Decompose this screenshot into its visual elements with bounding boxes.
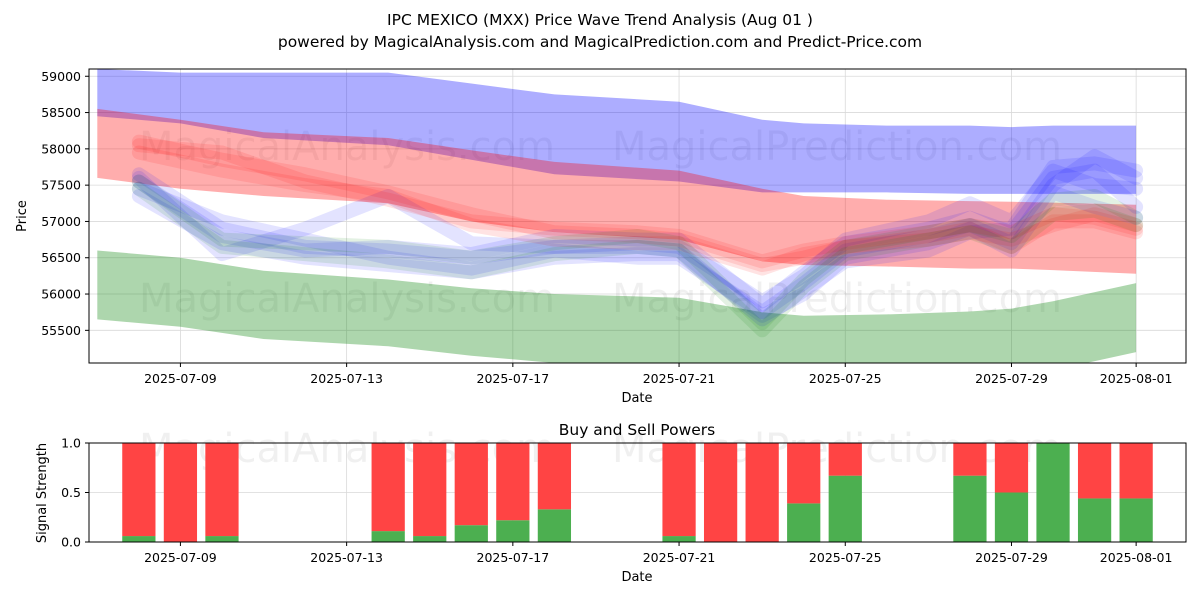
red-wave-line: [131, 145, 1144, 276]
buy-power-bar: [662, 536, 696, 542]
main-y-ticks: 55500 56000 56500 57000 57500 58000 58500 59000: [41, 69, 89, 338]
bottom-x-tick-label: 2025-07-25: [809, 550, 882, 565]
watermark-analysis-top: MagicalAnalysis.com: [139, 124, 555, 170]
buy-power-bar: [537, 509, 572, 542]
main-x-axis-label: Date: [621, 391, 652, 406]
main-x-ticks: 2025-07-09 2025-07-13 2025-07-17 2025-07-21…: [144, 363, 1172, 386]
sell-power-bar: [413, 443, 447, 537]
main-y-tick-label: 55500: [41, 323, 81, 338]
power-bars: [122, 443, 1153, 542]
blue-wave-line: [131, 156, 1144, 327]
main-x-tick-label: 2025-07-29: [975, 371, 1048, 386]
watermark-analysis-bottom: MagicalAnalysis.com: [139, 426, 555, 472]
buy-power-bar: [371, 531, 405, 542]
watermark-prediction-mid: MagicalPrediction.com: [612, 276, 1062, 322]
blue-wave-line: [131, 163, 1144, 312]
buy-power-bar: [205, 536, 239, 542]
sell-power-bar: [1077, 443, 1112, 499]
sell-power-bar: [496, 443, 530, 521]
blue-wave-line: [131, 149, 1144, 320]
sell-power-bar: [787, 443, 821, 504]
buy-power-bar: [953, 475, 987, 542]
bottom-x-tick-label: 2025-07-17: [477, 550, 550, 565]
price-waves: [131, 134, 1144, 338]
main-plot-frame: [88, 68, 1187, 364]
sell-power-bar: [205, 443, 239, 537]
sell-power-bar: [745, 443, 779, 542]
main-y-tick-label: 58000: [41, 141, 81, 156]
buy-power-bar: [1036, 443, 1070, 542]
bottom-y-tick-label: 0.0: [61, 535, 81, 550]
main-y-tick-label: 57500: [41, 178, 81, 193]
sell-power-bar: [994, 443, 1029, 493]
blue-band: [97, 69, 1137, 194]
bottom-x-tick-label: 2025-07-13: [310, 550, 383, 565]
bottom-x-tick-label: 2025-07-21: [643, 550, 716, 565]
main-x-tick-label: 2025-07-09: [144, 371, 217, 386]
green-wave-line: [131, 174, 1144, 331]
green-band: [97, 250, 1137, 363]
sell-power-bar: [371, 443, 405, 532]
chart-title: IPC MEXICO (MXX) Price Wave Trend Analys…: [387, 11, 813, 29]
watermark-prediction-top: MagicalPrediction.com: [612, 124, 1062, 170]
buy-power-bar: [122, 536, 156, 542]
red-wave-line: [131, 134, 1144, 272]
main-grid: [89, 69, 1186, 363]
sell-power-bar: [1119, 443, 1153, 499]
buy-power-bar: [994, 492, 1029, 542]
red-band: [97, 108, 1137, 274]
blue-wave-line: [131, 163, 1144, 309]
sell-power-bar: [122, 443, 156, 537]
red-wave-line: [131, 138, 1144, 269]
bottom-y-tick-label: 1.0: [61, 436, 81, 451]
watermark-analysis-mid: MagicalAnalysis.com: [139, 276, 555, 322]
bottom-x-tick-label: 2025-07-09: [144, 550, 217, 565]
sell-power-bar: [454, 443, 488, 526]
sell-power-bar: [163, 443, 198, 542]
main-y-tick-label: 57000: [41, 214, 81, 229]
bottom-y-axis-label: Signal Strength: [35, 443, 50, 543]
main-x-tick-label: 2025-08-01: [1100, 371, 1173, 386]
bottom-x-tick-label: 2025-07-29: [975, 550, 1048, 565]
sell-power-bar: [828, 443, 862, 476]
main-y-tick-label: 58500: [41, 105, 81, 120]
bottom-x-tick-label: 2025-08-01: [1100, 550, 1173, 565]
main-y-tick-label: 56000: [41, 287, 81, 302]
green-wave-line: [131, 181, 1144, 338]
main-y-axis-label: Price: [15, 200, 30, 232]
bottom-x-axis-label: Date: [621, 570, 652, 585]
price-bands: [97, 69, 1137, 363]
bottom-y-ticks: 0.0 0.5 1.0: [61, 436, 89, 550]
main-y-tick-label: 59000: [41, 69, 81, 84]
buy-power-bar: [1077, 498, 1112, 542]
sell-power-bar: [537, 443, 572, 510]
buy-power-bar: [454, 525, 488, 542]
bottom-chart-title: Buy and Sell Powers: [559, 421, 716, 439]
main-x-tick-label: 2025-07-25: [809, 371, 882, 386]
main-watermarks: MagicalAnalysis.com MagicalPrediction.co…: [139, 124, 1062, 322]
chart-subtitle: powered by MagicalAnalysis.com and Magic…: [278, 33, 922, 51]
buy-power-bar: [828, 475, 862, 542]
main-x-tick-label: 2025-07-17: [477, 371, 550, 386]
buy-power-bar: [787, 503, 821, 542]
sell-power-bar: [703, 443, 738, 542]
buy-power-bar: [413, 536, 447, 542]
bottom-y-tick-label: 0.5: [61, 485, 81, 500]
bottom-x-ticks: 2025-07-09 2025-07-13 2025-07-17 2025-07-21…: [144, 542, 1172, 565]
main-y-tick-label: 56500: [41, 250, 81, 265]
sell-power-bar: [953, 443, 987, 476]
sell-power-bar: [662, 443, 696, 537]
buy-power-bar: [1119, 498, 1153, 542]
main-x-tick-label: 2025-07-13: [310, 371, 383, 386]
blue-wave-line: [131, 185, 1144, 323]
buy-power-bar: [496, 520, 530, 542]
main-x-tick-label: 2025-07-21: [643, 371, 716, 386]
